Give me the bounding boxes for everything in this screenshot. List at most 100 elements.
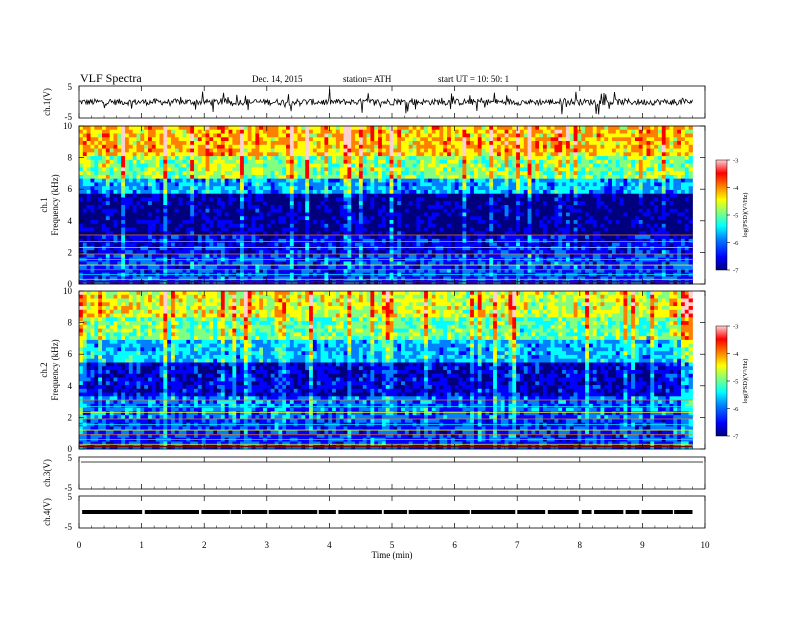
spectrogram-cell <box>508 144 513 149</box>
spectrogram-cell <box>197 220 203 225</box>
spectrogram-cell <box>496 167 502 172</box>
spectrogram-cell <box>259 178 264 183</box>
spectrogram-cell <box>516 201 521 206</box>
spectrogram-cell <box>519 129 525 134</box>
spectrogram-cell <box>136 216 141 221</box>
spectrogram-cell <box>424 163 429 168</box>
spectrogram-cell <box>205 205 210 210</box>
spectrogram-cell <box>339 235 344 240</box>
spectrogram-cell <box>366 171 371 176</box>
spectrogram-cell <box>282 171 287 176</box>
spectrogram-cell <box>362 126 367 131</box>
spectrogram-cell <box>542 129 548 134</box>
spectrogram-cell <box>201 152 206 157</box>
spectrogram-cell <box>167 193 172 198</box>
spectrogram-cell <box>412 189 417 195</box>
spectrogram-cell <box>148 156 153 161</box>
spectrogram-cell <box>389 201 394 206</box>
spectrogram-cell <box>519 235 525 240</box>
spectrogram-cell <box>661 174 667 180</box>
spectrogram-cell <box>167 133 172 138</box>
spectrogram-cell <box>531 174 536 180</box>
spectrogram-cell <box>217 137 222 142</box>
spectrogram-cell <box>657 159 663 165</box>
spectrogram-cell <box>404 126 410 131</box>
spectrogram-cell <box>144 216 149 221</box>
spectrogram-cell <box>397 182 402 187</box>
spectrogram-cell <box>550 163 555 168</box>
spectrogram-cell <box>324 208 329 213</box>
spectrogram-cell <box>642 126 647 131</box>
spectrogram-cell <box>573 201 578 206</box>
spectrogram-cell <box>332 223 337 228</box>
spectrogram-cell <box>259 126 264 131</box>
spectrogram-cell <box>247 201 252 206</box>
spectrogram-cell <box>286 174 291 180</box>
spectrogram-cell <box>90 129 95 134</box>
spectrogram-cell <box>558 208 563 213</box>
spectrogram-cell <box>688 171 693 176</box>
spectrogram-cell <box>527 152 532 157</box>
spectrogram-cell <box>247 189 252 195</box>
spectrogram-cell <box>673 167 678 172</box>
spectrogram-cell <box>282 126 287 131</box>
spectrogram-cell <box>431 189 436 195</box>
spectrogram-cell <box>132 167 137 172</box>
spectrogram-cell <box>496 216 502 221</box>
spectrogram-cell <box>301 141 306 146</box>
spectrogram-cell <box>527 159 532 165</box>
spectrogram-cell <box>94 152 99 157</box>
spectrogram-cell <box>619 167 624 172</box>
spectrogram-cell <box>362 137 367 142</box>
spectrogram-cell <box>128 167 134 172</box>
spectrogram-cell <box>481 216 486 221</box>
spectrogram-cell <box>347 144 352 149</box>
spectrogram-cell <box>148 171 153 176</box>
spectrogram-cell <box>136 208 141 213</box>
spectrogram-cell <box>94 193 99 198</box>
spectrogram-cell <box>558 186 563 191</box>
spectrogram-cell <box>312 227 318 232</box>
spectrogram-cell <box>416 220 421 225</box>
spectrogram-cell <box>274 189 279 195</box>
spectrogram-cell <box>654 235 659 240</box>
spectrogram-cell <box>654 227 659 232</box>
spectrogram-cell <box>232 212 237 217</box>
spectrogram-cell <box>646 189 651 195</box>
spectrogram-cell <box>128 220 134 225</box>
spectrogram-cell <box>174 133 180 138</box>
spectrogram-cell <box>680 182 686 187</box>
spectrogram-cell <box>393 216 398 221</box>
spectrogram-cell <box>408 220 413 225</box>
spectrogram-cell <box>512 189 517 195</box>
spectrogram-cell <box>270 137 275 142</box>
spectrogram-cell <box>401 216 406 221</box>
spectrogram-cell <box>301 178 306 183</box>
spectrogram-cell <box>240 163 245 168</box>
spectrogram-cell <box>82 231 88 236</box>
spectrogram-cell <box>201 159 206 165</box>
spectrogram-cell <box>366 178 371 183</box>
spectrogram-cell <box>642 163 647 168</box>
spectrogram-cell <box>512 197 517 202</box>
spectrogram-cell <box>163 231 168 236</box>
spectrogram-cell <box>577 152 582 157</box>
spectrogram-cell <box>370 156 375 161</box>
spectrogram-cell <box>251 212 256 217</box>
spectrogram-cell <box>523 186 528 191</box>
spectrogram-cell <box>339 220 344 225</box>
spectrogram-cell <box>389 159 394 165</box>
ch1-ytick-top: 5 <box>68 82 73 92</box>
spectrogram-cell <box>512 167 517 172</box>
spectrogram-cell <box>631 126 636 131</box>
spectrogram-cell <box>98 148 103 153</box>
spectrogram-cell <box>604 235 609 240</box>
spectrogram-cell <box>270 148 275 153</box>
spectrogram-cell <box>240 148 245 153</box>
spectrogram-cell <box>565 126 571 131</box>
spectrogram-cell <box>604 174 609 180</box>
spectrogram-cell <box>171 208 176 213</box>
spectrogram-cell <box>121 186 126 191</box>
spectrogram-cell <box>458 141 463 146</box>
